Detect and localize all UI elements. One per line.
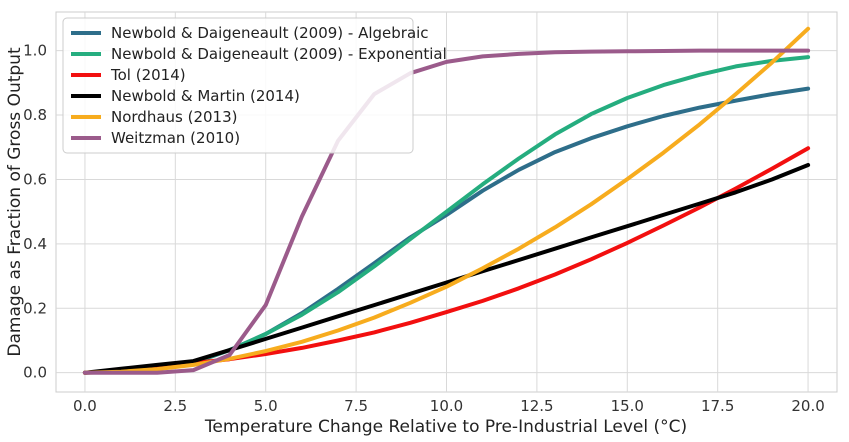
y-tick-label: 0.2 — [23, 299, 47, 317]
legend-label: Nordhaus (2013) — [111, 108, 238, 126]
x-axis-ticks: 0.0 2.5 5.0 7.5 10.0 12.5 15.0 17.5 20.0 — [73, 397, 825, 415]
legend-label: Newbold & Daigeneault (2009) - Exponenti… — [111, 45, 447, 63]
x-tick-label: 10.0 — [430, 397, 463, 415]
series-line-newbold-martin-2014 — [82, 163, 811, 375]
legend-label: Weitzman (2010) — [111, 129, 240, 147]
y-tick-label: 0.0 — [23, 364, 47, 382]
x-tick-label: 17.5 — [701, 397, 734, 415]
series-line-nordhaus-2013 — [82, 26, 811, 375]
legend-box — [62, 17, 414, 154]
x-tick-label: 12.5 — [520, 397, 553, 415]
series-line-weitzman-2010 — [82, 48, 811, 375]
x-tick-label: 2.5 — [163, 397, 187, 415]
y-tick-label: 0.4 — [23, 235, 47, 253]
x-tick-label: 7.5 — [344, 397, 368, 415]
series-lines — [82, 26, 811, 375]
legend-label: Tol (2014) — [110, 66, 186, 84]
legend: Newbold & Daigeneault (2009) - Algebraic… — [62, 17, 447, 154]
legend-label: Newbold & Martin (2014) — [111, 87, 300, 105]
x-tick-label: 15.0 — [611, 397, 644, 415]
x-tick-label: 5.0 — [254, 397, 278, 415]
y-axis-ticks: 0.0 0.2 0.4 0.6 0.8 1.0 — [23, 42, 47, 382]
y-axis-label: Damage as Fraction of Gross Output — [5, 47, 25, 357]
x-tick-label: 20.0 — [791, 397, 824, 415]
y-tick-label: 1.0 — [23, 42, 47, 60]
y-tick-label: 0.6 — [23, 170, 47, 188]
x-axis-label: Temperature Change Relative to Pre-Indus… — [204, 417, 687, 437]
y-tick-label: 0.8 — [23, 106, 47, 124]
legend-label: Newbold & Daigeneault (2009) - Algebraic — [111, 24, 429, 42]
x-tick-label: 0.0 — [73, 397, 97, 415]
